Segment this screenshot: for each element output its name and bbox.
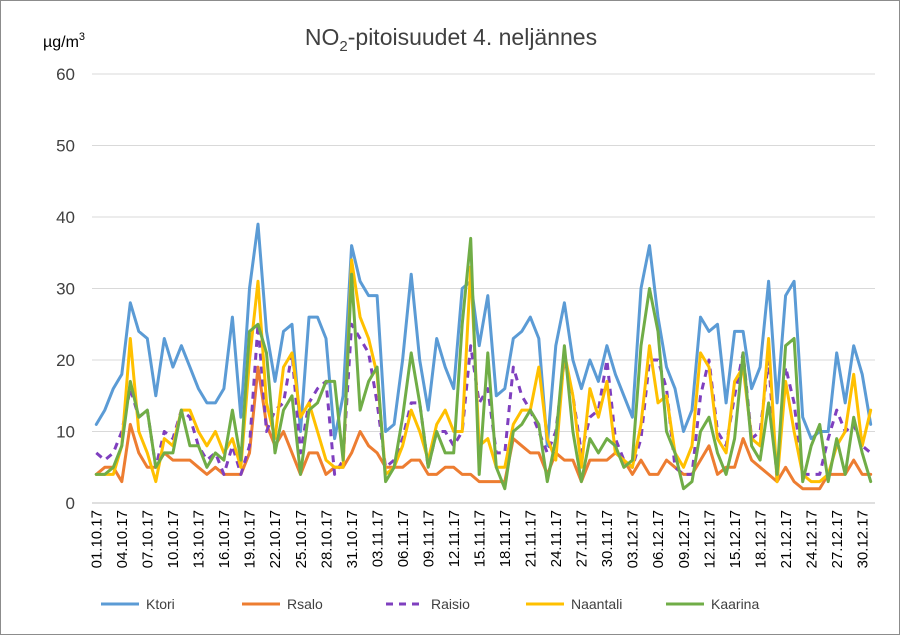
x-tick-label: 16.10.17	[216, 510, 233, 568]
chart-title-subscript: 2	[339, 38, 347, 55]
legend-label-rsalo: Rsalo	[287, 596, 323, 612]
chart-title-main: NO	[305, 24, 340, 50]
y-tick-label: 30	[56, 280, 75, 299]
x-tick-label: 01.10.17	[89, 510, 106, 568]
legend-label-kaarina: Kaarina	[711, 596, 759, 612]
x-tick-label: 07.10.17	[140, 510, 157, 568]
x-tick-label: 24.12.17	[803, 510, 820, 568]
x-tick-label: 18.12.17	[752, 510, 769, 568]
y-axis-unit-superscript: 3	[79, 31, 85, 43]
y-axis-unit-main: µg/m	[43, 34, 79, 51]
x-tick-label: 06.11.17	[395, 510, 412, 567]
x-tick-label: 24.11.17	[548, 510, 565, 567]
x-tick-label: 31.10.17	[344, 510, 361, 568]
x-tick-label: 27.12.17	[829, 510, 846, 568]
legend-label-raisio: Raisio	[431, 596, 470, 612]
x-tick-label: 09.12.17	[676, 510, 693, 568]
x-tick-label: 09.11.17	[420, 510, 437, 567]
x-tick-label: 19.10.17	[242, 510, 259, 568]
legend-label-naantali: Naantali	[571, 596, 622, 612]
y-tick-label: 50	[56, 137, 75, 156]
x-tick-label: 30.12.17	[854, 510, 871, 568]
x-tick-label: 03.12.17	[625, 510, 642, 568]
x-tick-label: 15.12.17	[727, 510, 744, 568]
x-tick-label: 27.11.17	[574, 510, 591, 567]
x-axis-ticks: 01.10.17 04.10.17 07.10.17 10.10.17 13.10.17…	[89, 510, 872, 568]
x-tick-label: 22.10.17	[267, 510, 284, 568]
x-tick-label: 25.10.17	[293, 510, 310, 568]
y-axis-ticks: 0 10 20 30 40 50 60	[56, 65, 75, 513]
y-tick-label: 60	[56, 65, 75, 84]
x-tick-label: 21.11.17	[523, 510, 540, 567]
x-tick-label: 13.10.17	[191, 510, 208, 568]
x-tick-label: 12.11.17	[446, 510, 463, 567]
legend-label-ktori: Ktori	[146, 596, 175, 612]
y-tick-label: 40	[56, 208, 75, 227]
y-axis-unit: µg/m3	[43, 31, 85, 51]
x-tick-label: 06.12.17	[650, 510, 667, 568]
x-tick-label: 18.11.17	[497, 510, 514, 567]
x-tick-label: 10.10.17	[165, 510, 182, 568]
x-tick-label: 30.11.17	[599, 510, 616, 567]
gridlines	[92, 73, 875, 504]
x-tick-label: 28.10.17	[318, 510, 335, 568]
series-line-kaarina	[94, 236, 873, 491]
legend: Ktori Rsalo Raisio Naantali Kaarina	[101, 596, 759, 612]
x-tick-label: 15.11.17	[471, 510, 488, 567]
y-tick-label: 0	[66, 494, 75, 513]
chart-title-rest: -pitoisuudet 4. neljännes	[348, 24, 597, 50]
x-tick-label: 12.12.17	[701, 510, 718, 568]
series-line-ktori	[94, 222, 873, 448]
y-tick-label: 20	[56, 351, 75, 370]
series-lines	[94, 222, 873, 491]
chart-title: NO2-pitoisuudet 4. neljännes	[305, 24, 597, 55]
y-tick-label: 10	[56, 423, 75, 442]
x-tick-label: 03.11.17	[369, 510, 386, 567]
x-tick-label: 04.10.17	[114, 510, 131, 568]
x-tick-label: 21.12.17	[778, 510, 795, 568]
